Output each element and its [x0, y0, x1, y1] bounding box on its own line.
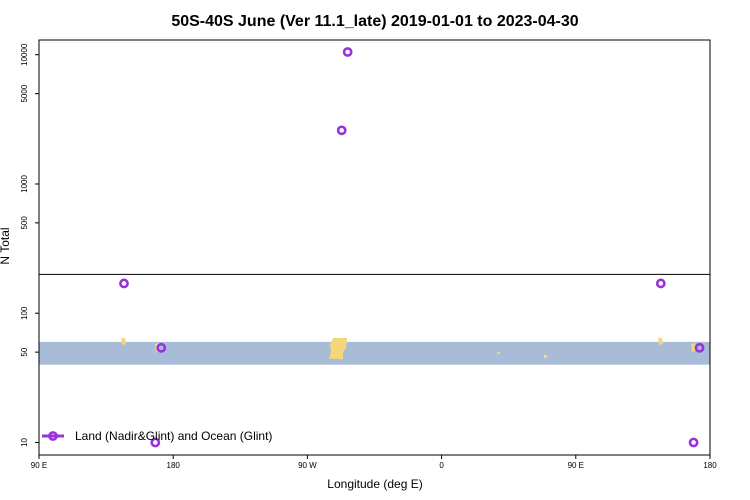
y-tick-label: 10000 [20, 43, 29, 66]
x-axis: 90 E 180 90 W 0 90 E 180 [31, 455, 717, 470]
y-axis-label: N Total [0, 227, 12, 264]
latitude-band [39, 341, 710, 365]
legend: Land (Nadir&Glint) and Ocean (Glint) [42, 429, 272, 443]
land-patch [121, 338, 126, 345]
land-masses [121, 338, 696, 359]
data-point [688, 437, 699, 448]
land-patch [497, 352, 500, 354]
data-point [342, 47, 353, 57]
x-tick-label: 90 W [298, 461, 317, 470]
x-tick-label: 0 [439, 461, 444, 470]
data-point [336, 125, 347, 136]
data-point [119, 278, 129, 289]
x-tick-label: 180 [167, 461, 181, 470]
data-points [119, 47, 705, 448]
land-patch [691, 343, 696, 352]
x-tick-label: 180 [703, 461, 717, 470]
chart-title: 50S-40S June (Ver 11.1_late) 2019-01-01 … [171, 13, 578, 30]
x-tick-label: 90 E [31, 461, 47, 470]
y-tick-label: 50 [20, 347, 29, 356]
y-tick-label: 10 [20, 437, 29, 446]
y-tick-label: 500 [20, 216, 29, 230]
x-tick-label: 90 E [568, 461, 584, 470]
data-point [655, 278, 666, 289]
plot-frame [38, 39, 711, 456]
y-axis: 10 50 100 500 1000 5000 10000 [20, 43, 39, 447]
y-tick-label: 100 [20, 306, 29, 320]
data-point [150, 437, 161, 448]
legend-label: Land (Nadir&Glint) and Ocean (Glint) [75, 429, 272, 443]
x-axis-label: Longitude (deg E) [327, 477, 422, 491]
data-point [156, 342, 167, 353]
land-patch [544, 355, 547, 358]
data-point [694, 342, 705, 353]
y-tick-label: 1000 [20, 175, 29, 193]
legend-marker [48, 431, 58, 441]
land-patch [658, 338, 663, 345]
plot-area [38, 39, 711, 456]
y-tick-label: 5000 [20, 84, 29, 102]
land-patch [329, 338, 347, 359]
